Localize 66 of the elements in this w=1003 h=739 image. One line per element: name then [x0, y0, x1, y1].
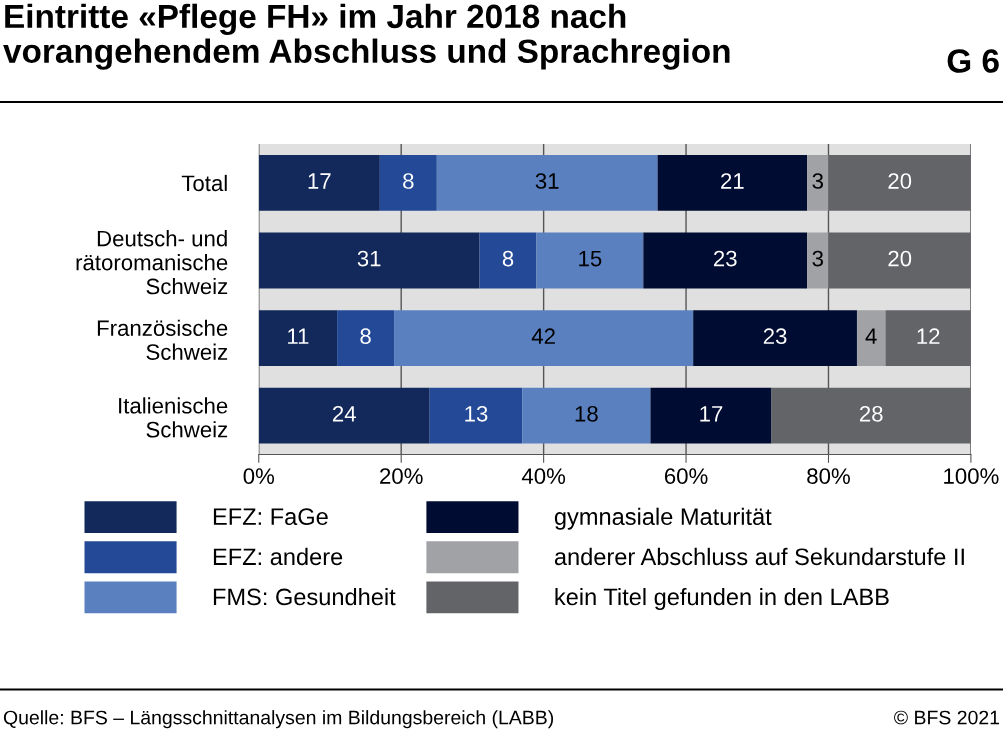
- bar: [479, 232, 537, 289]
- bar: [258, 310, 338, 367]
- data-label: 21: [721, 173, 744, 189]
- data-label: 15: [579, 250, 602, 267]
- bar: [258, 232, 480, 289]
- bar: [643, 232, 808, 289]
- data-label: 31: [535, 173, 559, 189]
- x-tick-label: 80%: [807, 468, 850, 484]
- bar: [429, 387, 523, 444]
- data-label: 23: [763, 328, 787, 345]
- bar: [828, 232, 971, 289]
- bar: [650, 387, 772, 444]
- bar: [807, 232, 829, 289]
- data-label: 28: [859, 405, 883, 422]
- y-tick-label: Französische Schweiz: [97, 319, 228, 360]
- bar: [394, 310, 694, 367]
- bar: [536, 232, 644, 289]
- bar: [885, 310, 971, 367]
- y-tick-label: Italienische Schweiz: [119, 397, 228, 438]
- data-label: 3: [812, 250, 823, 267]
- bar: [379, 154, 437, 211]
- y-tick-label: Deutsch- und rätoromanische Schweiz: [76, 230, 228, 295]
- legend-label: EFZ: FaGe: [213, 508, 328, 526]
- data-label: 13: [465, 405, 488, 422]
- legend-label: anderer Abschluss auf Sekundarstufe II: [554, 547, 964, 566]
- data-label: 23: [713, 250, 737, 267]
- bar: [856, 310, 886, 367]
- source-note: Quelle: BFS – Längsschnittanalysen im Bildungsbereich (LABB): [3, 710, 554, 729]
- data-label: 24: [332, 405, 356, 422]
- legend-label: gymnasiale Maturität: [554, 507, 772, 530]
- data-label: 8: [360, 328, 371, 345]
- x-tick-label: 20%: [380, 468, 423, 484]
- bar: [693, 310, 857, 367]
- x-tick-label: 100%: [944, 468, 999, 484]
- x-tick-label: 40%: [521, 468, 566, 484]
- data-label: 8: [403, 173, 414, 189]
- bar: [258, 387, 430, 444]
- bar: [807, 154, 829, 211]
- data-label: 8: [502, 250, 514, 267]
- bar: [337, 310, 395, 367]
- y-tick-label: Total: [181, 174, 227, 192]
- x-tick-label: 60%: [664, 468, 708, 484]
- bar: [771, 387, 971, 444]
- data-label: 42: [531, 328, 555, 344]
- legend-label: EFZ: andere: [213, 547, 343, 566]
- data-label: 11: [288, 328, 309, 344]
- x-tick-label: 0%: [243, 468, 275, 484]
- data-label: 31: [357, 250, 381, 267]
- bar: [258, 154, 380, 211]
- data-label: 3: [812, 173, 823, 189]
- bar: [828, 154, 971, 211]
- bar: [522, 387, 651, 444]
- data-label: 12: [917, 328, 940, 344]
- data-label: 20: [888, 173, 912, 189]
- bar: [436, 154, 658, 211]
- data-label: 20: [888, 250, 912, 267]
- text: © BFS 2021: [894, 710, 1000, 725]
- legend-label: kein Titel gefunden in den LABB: [555, 587, 889, 610]
- data-label: 17: [700, 406, 723, 422]
- bar: [657, 154, 808, 211]
- data-label: 4: [865, 328, 877, 344]
- data-label: 17: [308, 173, 331, 189]
- chart-title: Eintritte «Pflege FH» im Jahr 2018 nach vorangehendem Abschluss und Sprachregion: [3, 3, 730, 70]
- text: G 6: [947, 49, 999, 73]
- legend-label: FMS: Gesundheit: [213, 587, 396, 606]
- data-label: 18: [575, 405, 598, 422]
